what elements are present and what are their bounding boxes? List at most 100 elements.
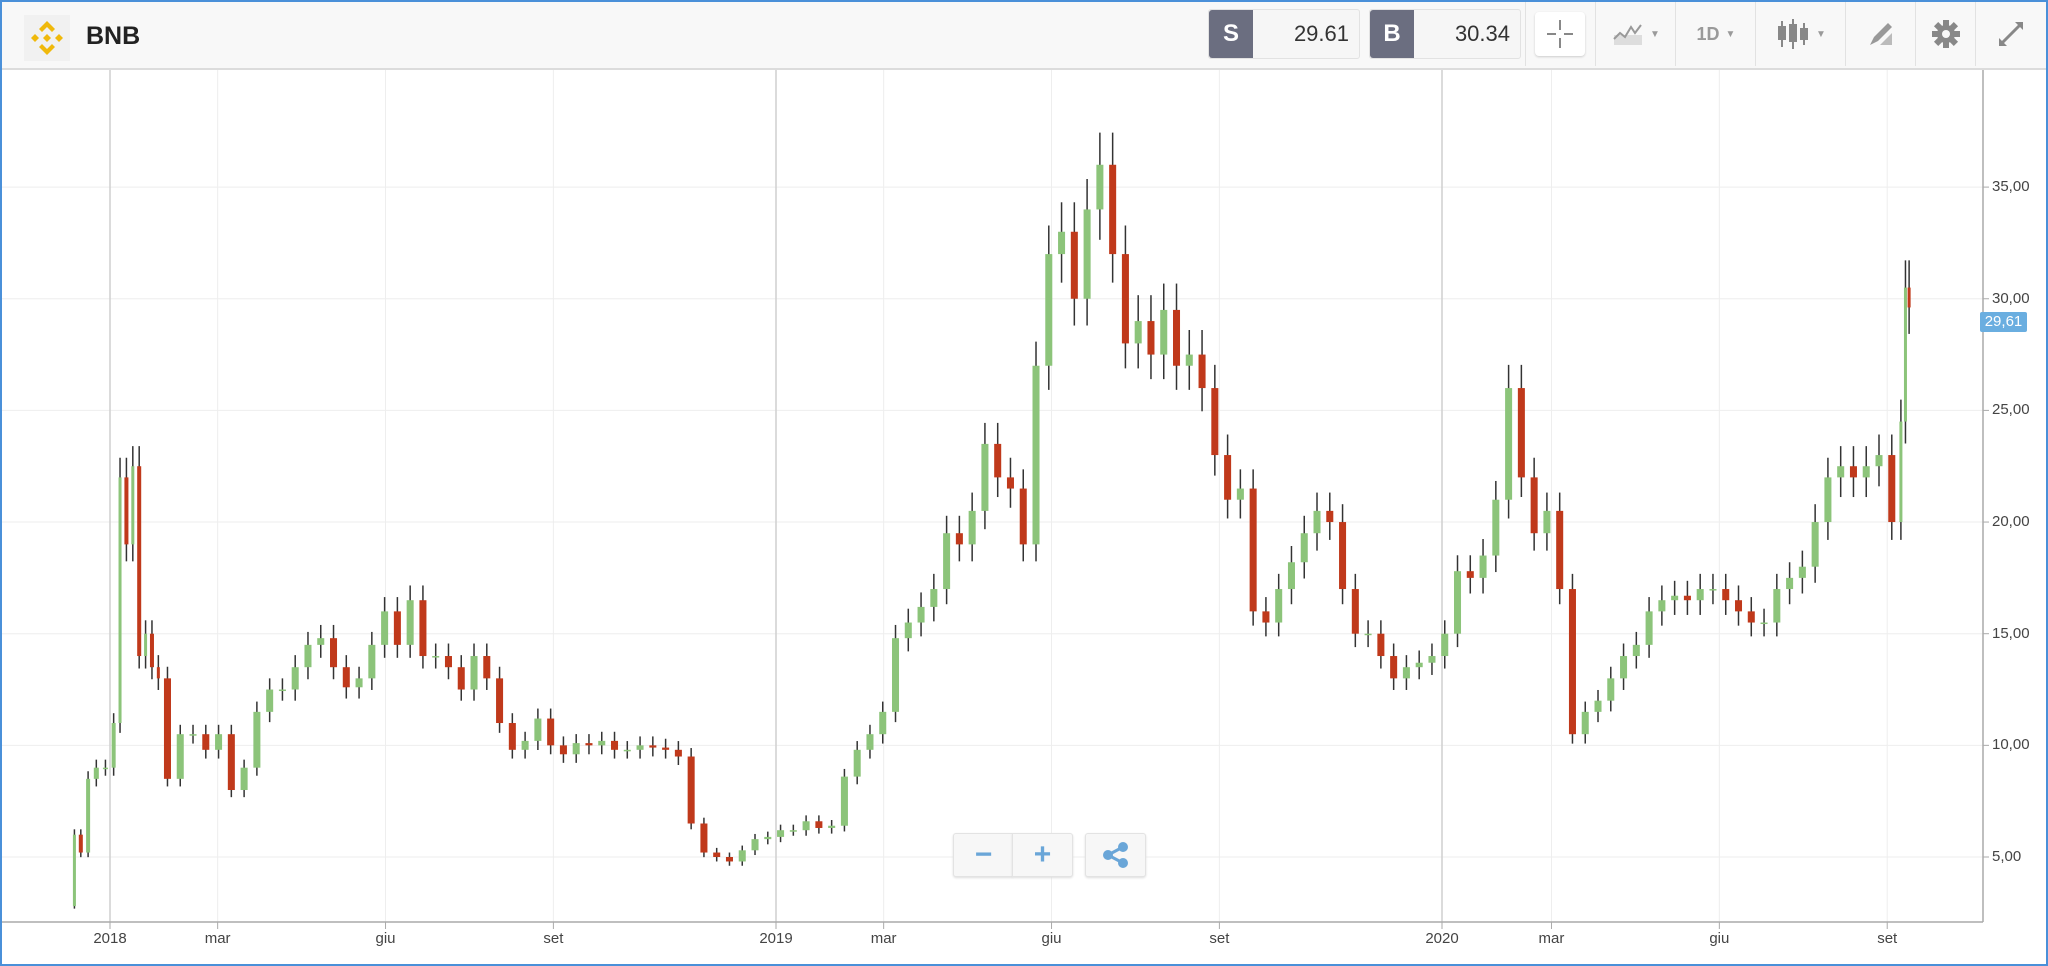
y-tick-label: 15,00 <box>1992 624 2030 642</box>
candle-body <box>1134 321 1142 344</box>
candle-body <box>1453 571 1462 634</box>
x-tick-label: mar <box>870 930 897 947</box>
candle-body <box>470 656 478 690</box>
candle-body <box>1620 656 1628 679</box>
candle-body <box>840 776 848 826</box>
candle-body <box>1760 622 1768 625</box>
buy-button[interactable]: B 30.34 <box>1369 9 1521 59</box>
candle-body <box>866 734 874 750</box>
candle-body <box>144 633 148 657</box>
candle-body <box>1824 477 1832 523</box>
candle-body <box>189 734 197 736</box>
minus-icon: − <box>974 838 993 871</box>
candle-body <box>227 734 235 791</box>
candle-body <box>1198 354 1206 389</box>
candle-body <box>981 443 989 511</box>
candle-body <box>1300 533 1308 563</box>
candle-body <box>496 678 504 724</box>
indicators-icon <box>1613 24 1643 45</box>
candle-body <box>713 852 721 857</box>
candle-body <box>1032 365 1040 545</box>
candle-body <box>202 734 210 750</box>
candle-body <box>508 723 516 750</box>
candle-body <box>406 600 414 645</box>
gear-icon <box>1932 20 1960 48</box>
candle-body <box>828 825 836 828</box>
y-tick-label: 5,00 <box>1992 848 2022 865</box>
candle-body <box>815 821 823 828</box>
y-tick-label: 30,00 <box>1992 289 2030 307</box>
candle-body <box>1428 656 1436 663</box>
candle-body <box>1147 321 1155 355</box>
candle-body <box>1275 589 1283 623</box>
y-tick-label: 20,00 <box>1992 513 2030 531</box>
candle-body <box>1466 571 1474 578</box>
candle-body <box>687 756 695 824</box>
candle-body <box>777 830 785 837</box>
candle-body <box>1722 589 1730 601</box>
x-tick-label: giu <box>375 930 396 947</box>
toolbar-header: BNB <box>2 2 2046 70</box>
x-tick-label: mar <box>204 930 231 947</box>
candle-body <box>738 850 746 862</box>
candle-body <box>1019 488 1027 545</box>
last-price-label: 29,61 <box>1980 312 2027 332</box>
candle-body <box>879 711 887 735</box>
candle-body <box>124 477 129 545</box>
interval-dropdown[interactable]: 1D ▼ <box>1675 2 1756 66</box>
plus-icon: + <box>1033 838 1052 871</box>
candle-body <box>700 823 708 853</box>
indicators-button[interactable]: ▼ <box>1595 2 1676 66</box>
candle-body <box>1837 466 1845 478</box>
candle-body <box>1058 231 1066 255</box>
candle-body <box>163 678 171 779</box>
chart-type-button[interactable]: ▼ <box>1755 2 1846 66</box>
candle-body <box>1006 477 1014 489</box>
expand-icon <box>1999 22 2023 46</box>
candle-body <box>930 589 938 607</box>
candle-body <box>432 656 440 658</box>
fullscreen-button[interactable] <box>1975 2 2046 66</box>
zoom-out-button[interactable]: − <box>953 833 1013 877</box>
candle-body <box>381 611 389 645</box>
zoom-in-button[interactable]: + <box>1012 833 1073 877</box>
candle-body <box>1415 662 1423 668</box>
candle-body <box>1671 595 1679 601</box>
candle-body <box>278 689 286 692</box>
candle-body <box>1556 510 1564 590</box>
candle-body <box>943 533 951 590</box>
candle-body <box>853 749 861 777</box>
candle-body <box>1798 566 1806 578</box>
candle-body <box>1045 254 1053 366</box>
candle-body <box>904 622 912 639</box>
sell-button[interactable]: S 29.61 <box>1208 9 1360 59</box>
share-button[interactable] <box>1085 833 1146 877</box>
candle-body <box>355 678 363 688</box>
candle-body <box>1607 678 1615 701</box>
x-tick-label: mar <box>1538 930 1565 947</box>
interval-label: 1D <box>1696 23 1720 44</box>
candle-body <box>215 734 223 750</box>
candle-body <box>1907 287 1911 308</box>
drawing-tools-button[interactable] <box>1845 2 1916 66</box>
chevron-down-icon: ▼ <box>1816 28 1826 40</box>
candle-body <box>917 606 925 623</box>
crosshair-button[interactable] <box>1535 12 1585 56</box>
candle-body <box>1811 522 1819 567</box>
candle-body <box>725 857 733 862</box>
candle-body <box>1172 309 1181 366</box>
candle-body <box>611 740 619 750</box>
candle-body <box>72 834 76 907</box>
candle-body <box>802 821 810 831</box>
candle-body <box>266 689 274 712</box>
candlestick-icon <box>1778 19 1809 49</box>
crosshair-icon <box>1547 20 1573 48</box>
candle-body <box>176 734 184 779</box>
candle-body <box>1479 555 1487 578</box>
settings-button[interactable] <box>1915 2 1976 66</box>
x-tick-label: set <box>1209 930 1230 947</box>
candle-body <box>649 745 657 748</box>
candle-body <box>892 638 900 712</box>
candle-body <box>1326 510 1334 523</box>
